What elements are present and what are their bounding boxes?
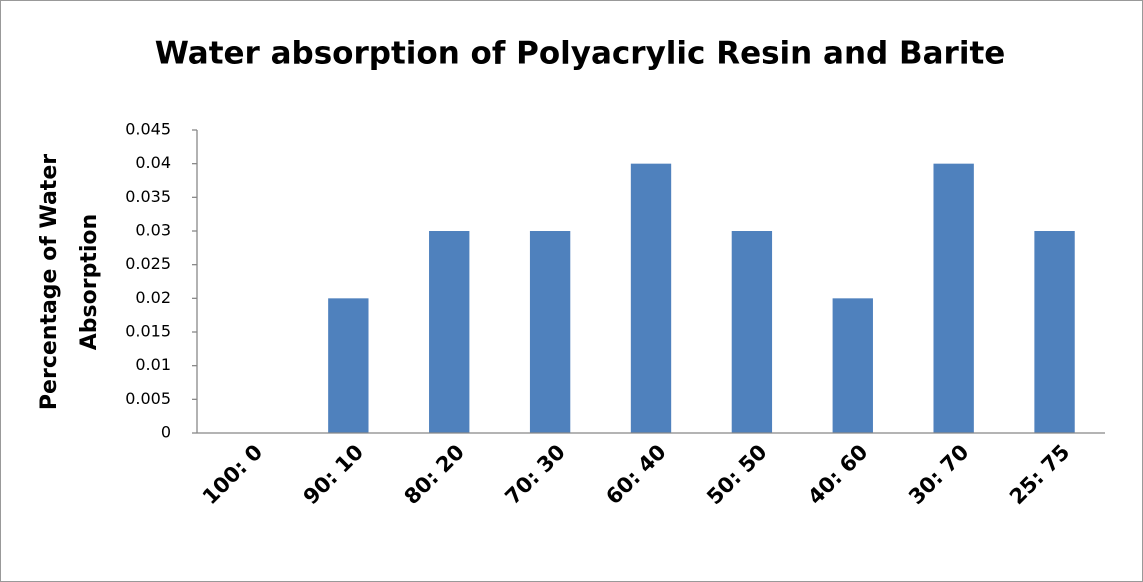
y-tick-label: 0 xyxy=(161,423,171,442)
y-tick-label: 0.03 xyxy=(135,221,171,240)
y-tick-label: 0.02 xyxy=(135,288,171,307)
bar xyxy=(529,231,571,433)
chart-title: Water absorption of Polyacrylic Resin an… xyxy=(155,36,1006,72)
y-tick-label: 0.045 xyxy=(125,120,171,139)
y-tick-label: 0.035 xyxy=(125,187,171,206)
y-tick-label: 0.01 xyxy=(135,355,171,374)
bar xyxy=(933,163,974,433)
y-axis-label: Percentage of Water xyxy=(37,154,62,410)
bar xyxy=(731,231,773,433)
bar xyxy=(429,231,470,433)
y-axis-label: Absorption xyxy=(77,214,102,350)
bar xyxy=(328,298,369,433)
bar xyxy=(630,163,672,433)
bar xyxy=(1034,231,1075,433)
y-tick-label: 0.005 xyxy=(125,389,171,408)
y-tick-label: 0.015 xyxy=(125,322,171,341)
y-tick-label: 0.025 xyxy=(125,254,171,273)
y-tick-label: 0.04 xyxy=(135,153,171,172)
bar xyxy=(832,298,873,433)
